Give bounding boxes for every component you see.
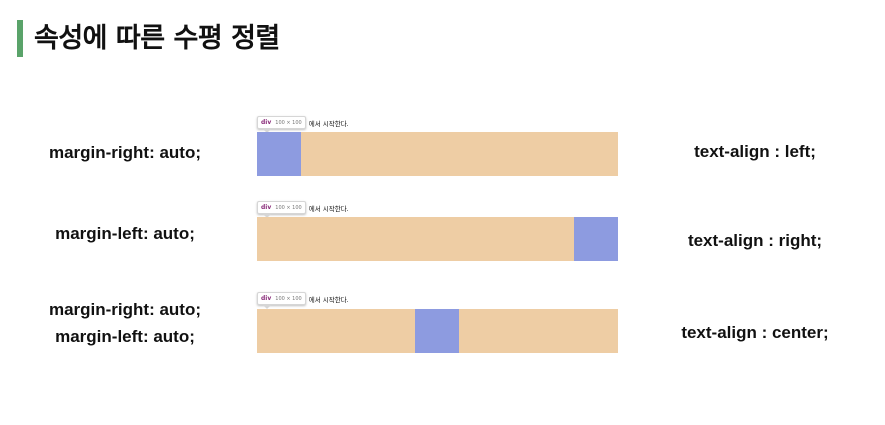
devtools-tooltip-row-2: div 100 × 100 에서 시작한다. (257, 201, 349, 218)
aligned-block-left (257, 132, 301, 176)
tooltip-box: div 100 × 100 (257, 201, 306, 214)
tooltip-size: 100 × 100 (275, 295, 302, 302)
tooltip-size: 100 × 100 (275, 204, 302, 211)
text-align-label-row-2: text-align : right; (687, 231, 823, 250)
tooltip-text: 에서 시작한다. (308, 204, 349, 213)
css-line: margin-left: auto; (55, 327, 195, 346)
tooltip-text: 에서 시작한다. (308, 119, 349, 128)
tooltip-text: 에서 시작한다. (308, 295, 349, 304)
container-box-row-3 (257, 309, 618, 353)
tooltip-arrow (263, 214, 271, 218)
tooltip-arrow (263, 129, 271, 133)
tooltip-box: div 100 × 100 (257, 292, 306, 305)
page-title: 속성에 따른 수평 정렬 (34, 23, 280, 54)
devtools-tooltip-row-1: div 100 × 100 에서 시작한다. (257, 116, 349, 133)
text-align-label-row-3: text-align : center; (681, 323, 829, 342)
tooltip-tag: div (261, 119, 272, 126)
css-label-row-1: margin-right: auto; (0, 139, 250, 166)
tooltip-size: 100 × 100 (275, 119, 302, 126)
aligned-block-center (415, 309, 459, 353)
tooltip-tag: div (261, 295, 272, 302)
css-line: margin-right: auto; (48, 300, 202, 319)
container-box-row-2 (257, 217, 618, 261)
tooltip-tag: div (261, 204, 272, 211)
css-label-row-3: margin-right: auto; margin-left: auto; (0, 296, 250, 350)
container-box-row-1 (257, 132, 618, 176)
devtools-tooltip-row-3: div 100 × 100 에서 시작한다. (257, 292, 349, 309)
css-line: margin-left: auto; (55, 224, 195, 243)
title-accent-bar (17, 20, 23, 57)
tooltip-arrow (263, 305, 271, 309)
text-align-label-row-1: text-align : left; (694, 142, 816, 161)
tooltip-box: div 100 × 100 (257, 116, 306, 129)
css-line: margin-right: auto; (48, 143, 202, 162)
css-label-row-2: margin-left: auto; (0, 220, 250, 247)
aligned-block-right (574, 217, 618, 261)
